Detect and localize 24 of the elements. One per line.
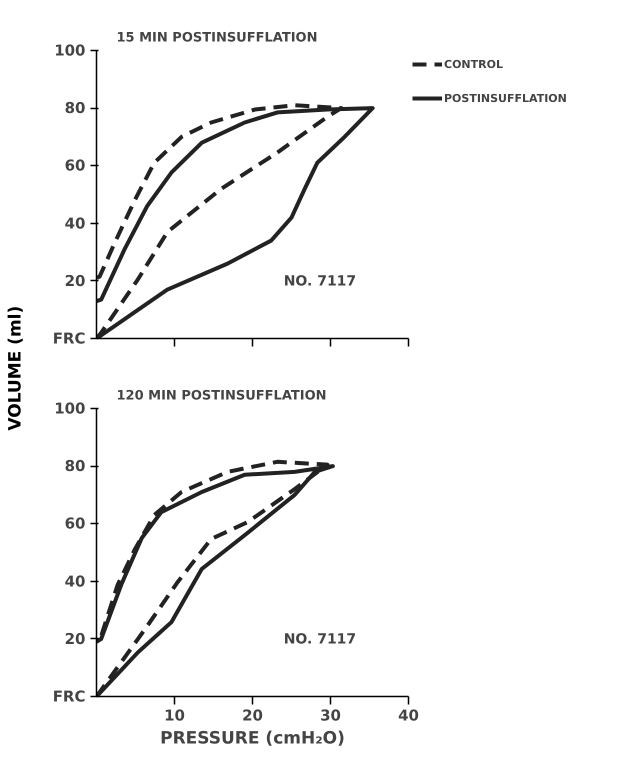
y-tick-label: 40 xyxy=(64,572,86,590)
chart-title: 15 MIN POSTINSUFFLATION xyxy=(116,30,318,46)
y-tick-label: 80 xyxy=(64,99,86,118)
annotation: NO. 7117 xyxy=(284,274,356,290)
y-tick-label: 100 xyxy=(54,42,86,60)
chart-title: 120 MIN POSTINSUFFLATION xyxy=(116,388,327,404)
legend-label: CONTROL xyxy=(444,58,503,70)
y-tick-label: FRC xyxy=(52,330,86,348)
x-tick-label: 20 xyxy=(242,706,263,724)
y-axis-title: VOLUME (ml) xyxy=(6,306,26,431)
x-axis-title: PRESSURE (cmH₂O) xyxy=(160,728,345,748)
y-tick-label: 60 xyxy=(64,156,86,175)
x-tick-label: 40 xyxy=(398,706,419,724)
y-tick-label: 20 xyxy=(64,272,86,290)
legend-label: POSTINSUFFLATION xyxy=(444,92,567,104)
y-tick-label: FRC xyxy=(52,688,86,706)
x-tick-label: 30 xyxy=(320,706,341,724)
y-tick-label: 80 xyxy=(64,457,86,476)
y-tick-label: 40 xyxy=(64,214,86,232)
y-tick-label: 20 xyxy=(64,630,86,648)
x-tick-label: 10 xyxy=(164,706,185,724)
y-tick-label: 100 xyxy=(54,400,86,418)
annotation: NO. 7117 xyxy=(284,632,356,648)
y-tick-label: 60 xyxy=(64,514,86,533)
